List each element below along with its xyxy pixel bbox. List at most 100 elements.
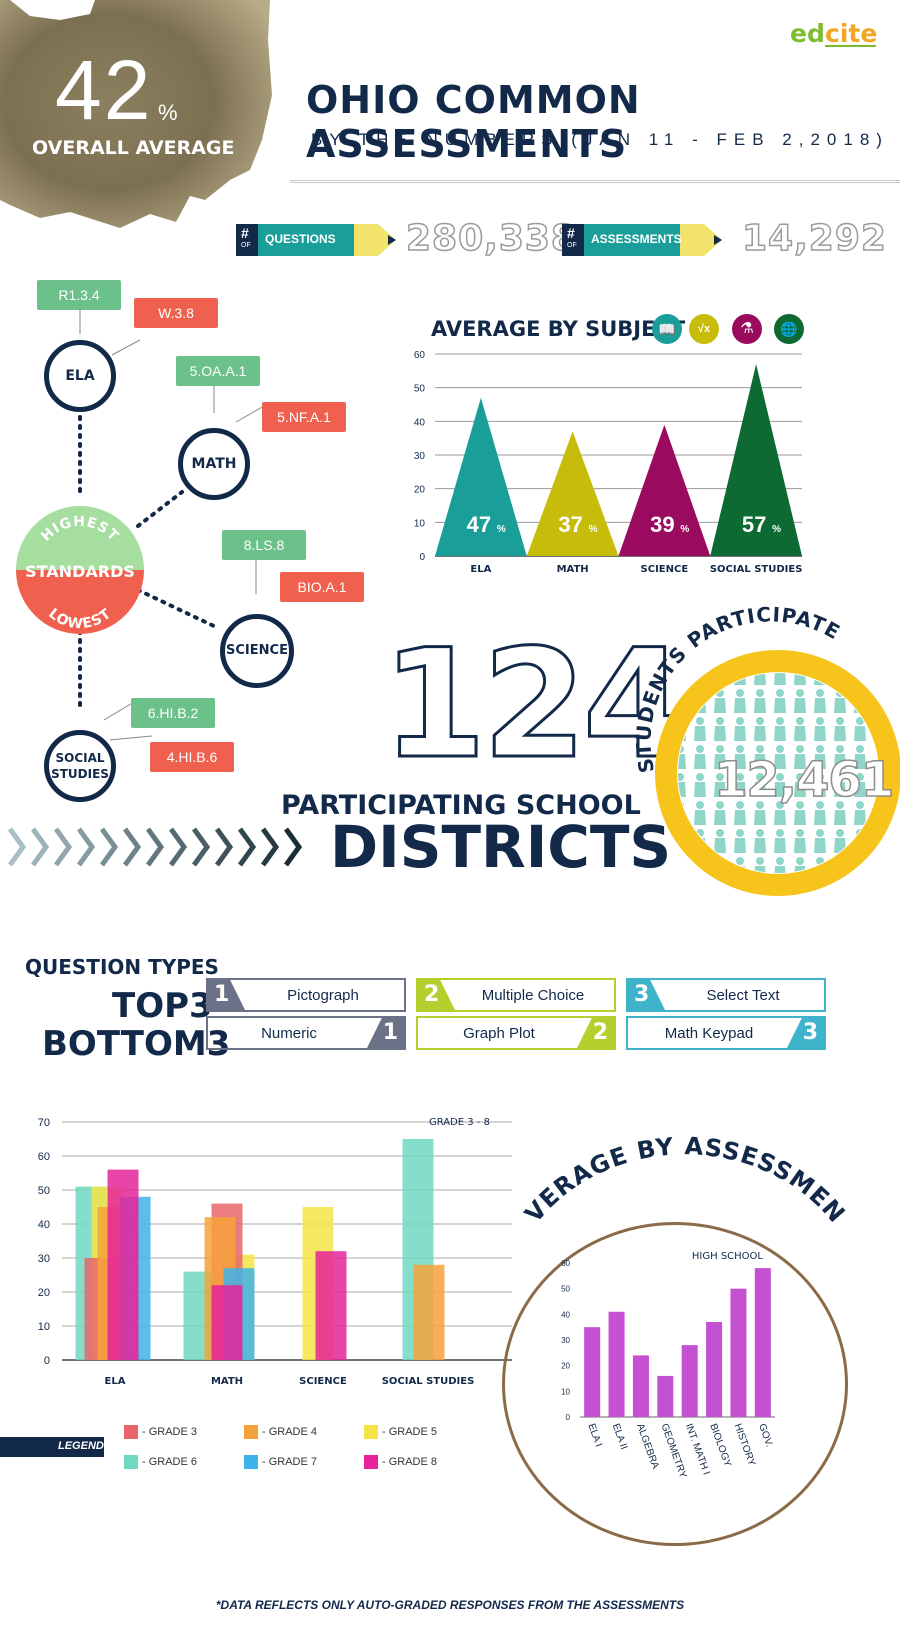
legend-swatch (124, 1455, 138, 1469)
hs-bar (657, 1375, 674, 1417)
person-icon (694, 801, 706, 825)
person-icon (714, 717, 726, 741)
legend-swatch (364, 1455, 378, 1469)
y-tick-label: 20 (414, 485, 426, 496)
y-tick-label: 30 (414, 451, 426, 462)
assessment-title-arc: AVERAGE BY ASSESSMENT (520, 1130, 850, 1228)
x-tick-label: GOV. (756, 1422, 775, 1448)
svg-text:cite: cite (825, 19, 877, 48)
pencil-icon (562, 224, 722, 256)
person-icon (714, 829, 726, 853)
person-icon (774, 801, 786, 825)
subject-triangle (618, 424, 711, 556)
edcite-logo: ed cite (790, 16, 878, 58)
legend-swatch (244, 1455, 258, 1469)
science-highest-tag: 8.LS.8 (222, 530, 306, 560)
person-icon (814, 773, 826, 797)
person-icon (734, 689, 746, 713)
assessments-label: ASSESSMENTS (591, 232, 682, 246)
social-studies-line1: SOCIAL (55, 750, 105, 765)
qt-bottom-box: 2 Graph Plot (416, 1016, 616, 1050)
legend-swatch (124, 1425, 138, 1439)
qt-rank-badge: 3 (626, 978, 666, 1012)
svg-text:AVERAGE BY ASSESSMENT: AVERAGE BY ASSESSMENT (520, 1130, 850, 1228)
grade-bar (413, 1264, 445, 1360)
overall-average-percent: % (158, 100, 178, 125)
x-tick-label: MATH (211, 1376, 243, 1387)
legend-label: - GRADE 6 (142, 1455, 198, 1468)
person-icon (794, 801, 806, 825)
person-icon (678, 857, 686, 873)
qt-bottom-label: Graph Plot (463, 1025, 535, 1042)
y-tick-label: 60 (38, 1151, 50, 1163)
qt-rank-badge: 2 (576, 1016, 616, 1050)
person-icon (774, 673, 786, 685)
person-icon (854, 801, 866, 825)
hs-bar (681, 1345, 698, 1417)
y-tick-label: 50 (38, 1185, 50, 1197)
person-icon (814, 801, 826, 825)
subject-value-unit: % (680, 524, 689, 535)
hs-bar (730, 1288, 747, 1417)
y-tick-label: 20 (38, 1287, 50, 1299)
x-tick-label: ELA I (585, 1422, 604, 1448)
chevron-icon (76, 827, 96, 867)
x-tick-label: ALGEBRA (634, 1422, 661, 1470)
y-tick-label: 0 (566, 1413, 571, 1422)
x-tick-label: GEOMETRY (658, 1422, 688, 1480)
globe-icon: 🌐 (774, 314, 804, 344)
subject-value-label: 47 (467, 512, 491, 537)
hash-symbol: # (241, 225, 249, 241)
person-icon (794, 829, 806, 853)
social-studies-lowest-tag: 4.HI.B.6 (150, 742, 234, 772)
standards-center-circle: HIGHEST LOWEST STANDARDS (16, 506, 144, 634)
subject-chart: 0 10 20 30 40 50 60 47 % ELA 37 % MATH 39 % SCIENCE 57 % S… (414, 350, 803, 575)
top3-label: TOP3 (112, 986, 213, 1026)
subject-triangle (710, 364, 802, 556)
grade-chart: 0 10 20 30 40 50 60 70 GRADE 3 - 8 ELA MATH SCIENCE… (38, 1117, 512, 1387)
chevron-icon (283, 827, 303, 867)
person-icon (734, 717, 746, 741)
chevron-icon (99, 827, 119, 867)
x-tick-label: MATH (557, 564, 589, 575)
subject-value-label: 39 (650, 512, 674, 537)
districts-line2: DISTRICTS (330, 813, 672, 881)
legend-label: - GRADE 4 (262, 1425, 318, 1438)
math-node: MATH (178, 428, 250, 500)
person-icon (754, 717, 766, 741)
assessments-pencil: # OF ASSESSMENTS (562, 224, 722, 256)
grade-bar (211, 1285, 243, 1360)
person-icon (774, 745, 786, 769)
legend-tab: LEGEND (0, 1437, 104, 1457)
legend-label: - GRADE 7 (262, 1455, 318, 1468)
overall-average-value: 42 (55, 43, 153, 137)
y-tick-label: 10 (38, 1321, 50, 1333)
hs-bar (584, 1327, 601, 1417)
ela-lowest-tag: W.3.8 (134, 298, 218, 328)
person-icon (714, 773, 726, 797)
person-icon (754, 829, 766, 853)
person-icon (814, 829, 826, 853)
grade-bar (107, 1169, 139, 1360)
chevron-icon (145, 827, 165, 867)
person-icon (854, 717, 866, 741)
person-icon (734, 745, 746, 769)
subject-icons: 📖 √x ⚗ 🌐 (652, 314, 812, 346)
subject-value-unit: % (497, 524, 506, 535)
person-icon (814, 689, 826, 713)
person-icon (774, 689, 786, 713)
y-tick-label: 30 (561, 1336, 570, 1345)
y-tick-label: 40 (414, 417, 426, 428)
subject-value-label: 37 (558, 512, 582, 537)
qt-top-box: 2 Multiple Choice (416, 978, 616, 1012)
qt-bottom-label: Math Keypad (664, 1025, 754, 1042)
person-icon (834, 717, 846, 741)
person-icon (774, 773, 786, 797)
bottom3-label: BOTTOM3 (42, 1024, 231, 1064)
assessment-ring (502, 1222, 848, 1546)
person-icon (678, 773, 686, 797)
person-icon (834, 773, 846, 797)
chevron-icon (214, 827, 234, 867)
grade-bar (315, 1251, 347, 1360)
social-studies-line2: STUDIES (51, 767, 109, 781)
